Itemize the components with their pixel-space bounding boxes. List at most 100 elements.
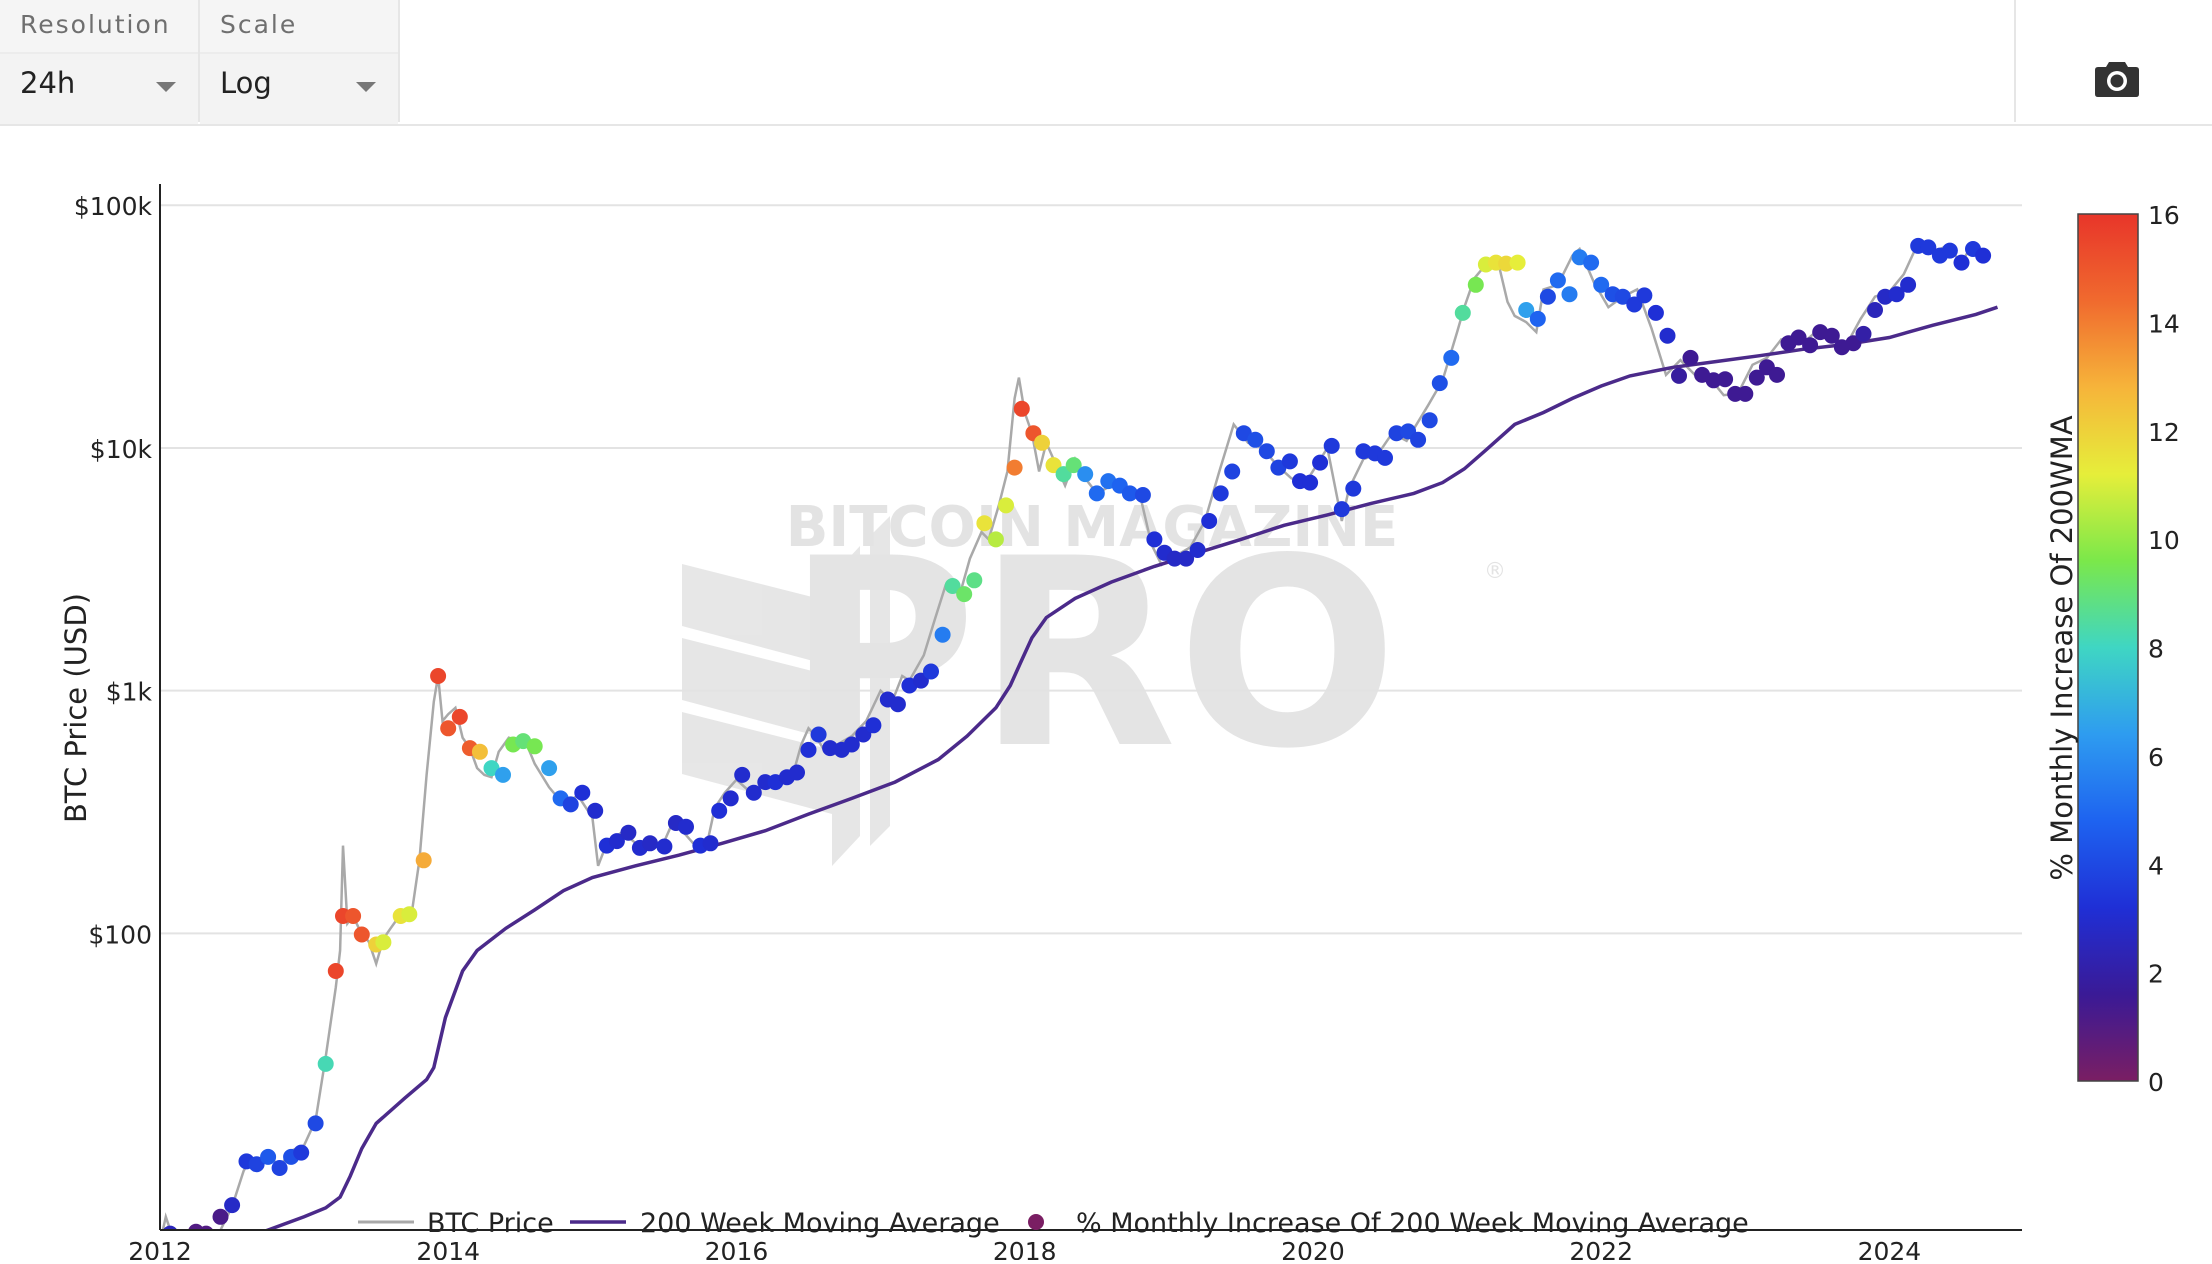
y-axis-title: BTC Price (USD) — [59, 593, 93, 823]
ma200-line — [262, 305, 1999, 1230]
scale-label: Scale — [220, 10, 298, 39]
data-point — [678, 818, 694, 835]
data-point — [1121, 485, 1138, 502]
legend-label-monthly-increase: % Monthly Increase Of 200 Week Moving Av… — [1076, 1208, 1749, 1239]
data-point — [745, 784, 762, 801]
data-point — [307, 1115, 324, 1132]
data-point — [1975, 247, 1992, 264]
toolbar: Resolution 24h Scale Log — [0, 0, 2212, 126]
data-point — [789, 764, 805, 781]
data-point — [1867, 302, 1883, 318]
data-point — [1953, 254, 1970, 271]
resolution-select[interactable]: 24h — [0, 52, 198, 124]
data-point — [1888, 286, 1905, 303]
data-point — [1345, 480, 1362, 497]
data-point — [1065, 457, 1082, 474]
colorbar-tick-label: 2 — [2148, 960, 2164, 989]
colorbar: 0 2 4 6 8 10 12 14 16 % Monthly Increase Of 200WM… — [2045, 201, 2180, 1097]
data-point — [966, 572, 983, 589]
data-point — [162, 1225, 178, 1230]
data-point — [1146, 531, 1163, 548]
data-point — [934, 626, 951, 643]
y-tick-label: $1k — [106, 678, 153, 707]
data-point — [956, 586, 973, 603]
data-point — [1201, 513, 1218, 529]
data-point — [800, 741, 817, 758]
colorbar-title: % Monthly Increase Of 200WMA — [2045, 415, 2079, 880]
data-point — [1178, 550, 1195, 567]
data-point — [1454, 304, 1471, 321]
data-point — [1561, 286, 1578, 303]
data-point — [1077, 466, 1094, 483]
data-point — [440, 720, 457, 737]
data-point — [1539, 288, 1556, 305]
data-point — [944, 578, 961, 594]
data-point — [1920, 239, 1937, 256]
data-point — [248, 1156, 265, 1173]
data-point — [317, 1055, 334, 1072]
x-tick-label: 2024 — [1858, 1237, 1922, 1260]
legend: BTC Price 200 Week Moving Average % Monthl… — [358, 1208, 1749, 1239]
watermark-registered: ® — [1484, 559, 1506, 584]
legend-swatch-monthly-increase — [1028, 1214, 1044, 1230]
data-point — [1013, 400, 1030, 417]
data-point — [1034, 434, 1050, 451]
data-point — [855, 726, 872, 743]
data-point — [1312, 454, 1329, 471]
data-point — [1518, 302, 1535, 318]
y-tick-label: $100k — [74, 192, 153, 221]
legend-label-btc-price: BTC Price — [427, 1208, 554, 1239]
data-point — [1636, 287, 1653, 304]
data-point — [865, 717, 882, 734]
data-point — [810, 726, 827, 743]
data-point — [1790, 329, 1807, 346]
gridlines — [160, 204, 2022, 935]
data-point — [1671, 367, 1687, 384]
chart-area: BITCOIN MAGAZINE PRO ® $100 $1k $10k $100k 2… — [0, 126, 2212, 1264]
data-point — [188, 1223, 204, 1230]
data-point — [415, 852, 432, 869]
watermark-line1: BITCOIN MAGAZINE — [786, 495, 1399, 560]
data-point — [451, 708, 468, 725]
camera-icon[interactable] — [2094, 58, 2140, 98]
data-point — [608, 833, 625, 850]
data-point — [353, 926, 370, 943]
data-point — [1134, 487, 1151, 503]
data-point — [1302, 474, 1319, 491]
data-point — [1258, 443, 1275, 460]
data-point — [1529, 310, 1546, 327]
resolution-label: Resolution — [20, 10, 171, 39]
scale-select[interactable]: Log — [200, 52, 398, 124]
data-point — [1377, 449, 1393, 466]
colorbar-tick-label: 10 — [2148, 526, 2180, 555]
data-point — [1593, 276, 1610, 293]
data-point — [923, 663, 939, 680]
data-point — [1333, 501, 1350, 518]
data-point — [375, 934, 392, 951]
data-point — [401, 906, 418, 923]
data-point — [711, 802, 728, 819]
data-point — [1737, 385, 1754, 402]
data-point — [987, 531, 1004, 548]
data-point — [1705, 372, 1722, 389]
chart-svg: BITCOIN MAGAZINE PRO ® $100 $1k $10k $100k 2… — [59, 184, 2180, 1264]
data-point — [1212, 485, 1229, 502]
scale-value: Log — [220, 66, 272, 100]
data-point — [1647, 304, 1664, 321]
data-point — [483, 760, 500, 777]
data-point — [843, 736, 860, 753]
data-point — [541, 760, 558, 777]
data-point — [620, 824, 637, 841]
data-point — [734, 766, 751, 783]
data-point — [212, 1208, 229, 1225]
data-point — [327, 963, 344, 979]
colorbar-tick-label: 12 — [2148, 418, 2180, 447]
data-point — [1682, 349, 1699, 366]
data-point — [1443, 349, 1460, 366]
x-tick-label: 2020 — [1281, 1237, 1345, 1260]
data-point — [976, 515, 993, 532]
data-point — [1166, 550, 1183, 567]
watermark-line2: PRO — [786, 504, 1398, 806]
data-point — [574, 784, 591, 801]
chevron-down-icon — [356, 82, 376, 92]
